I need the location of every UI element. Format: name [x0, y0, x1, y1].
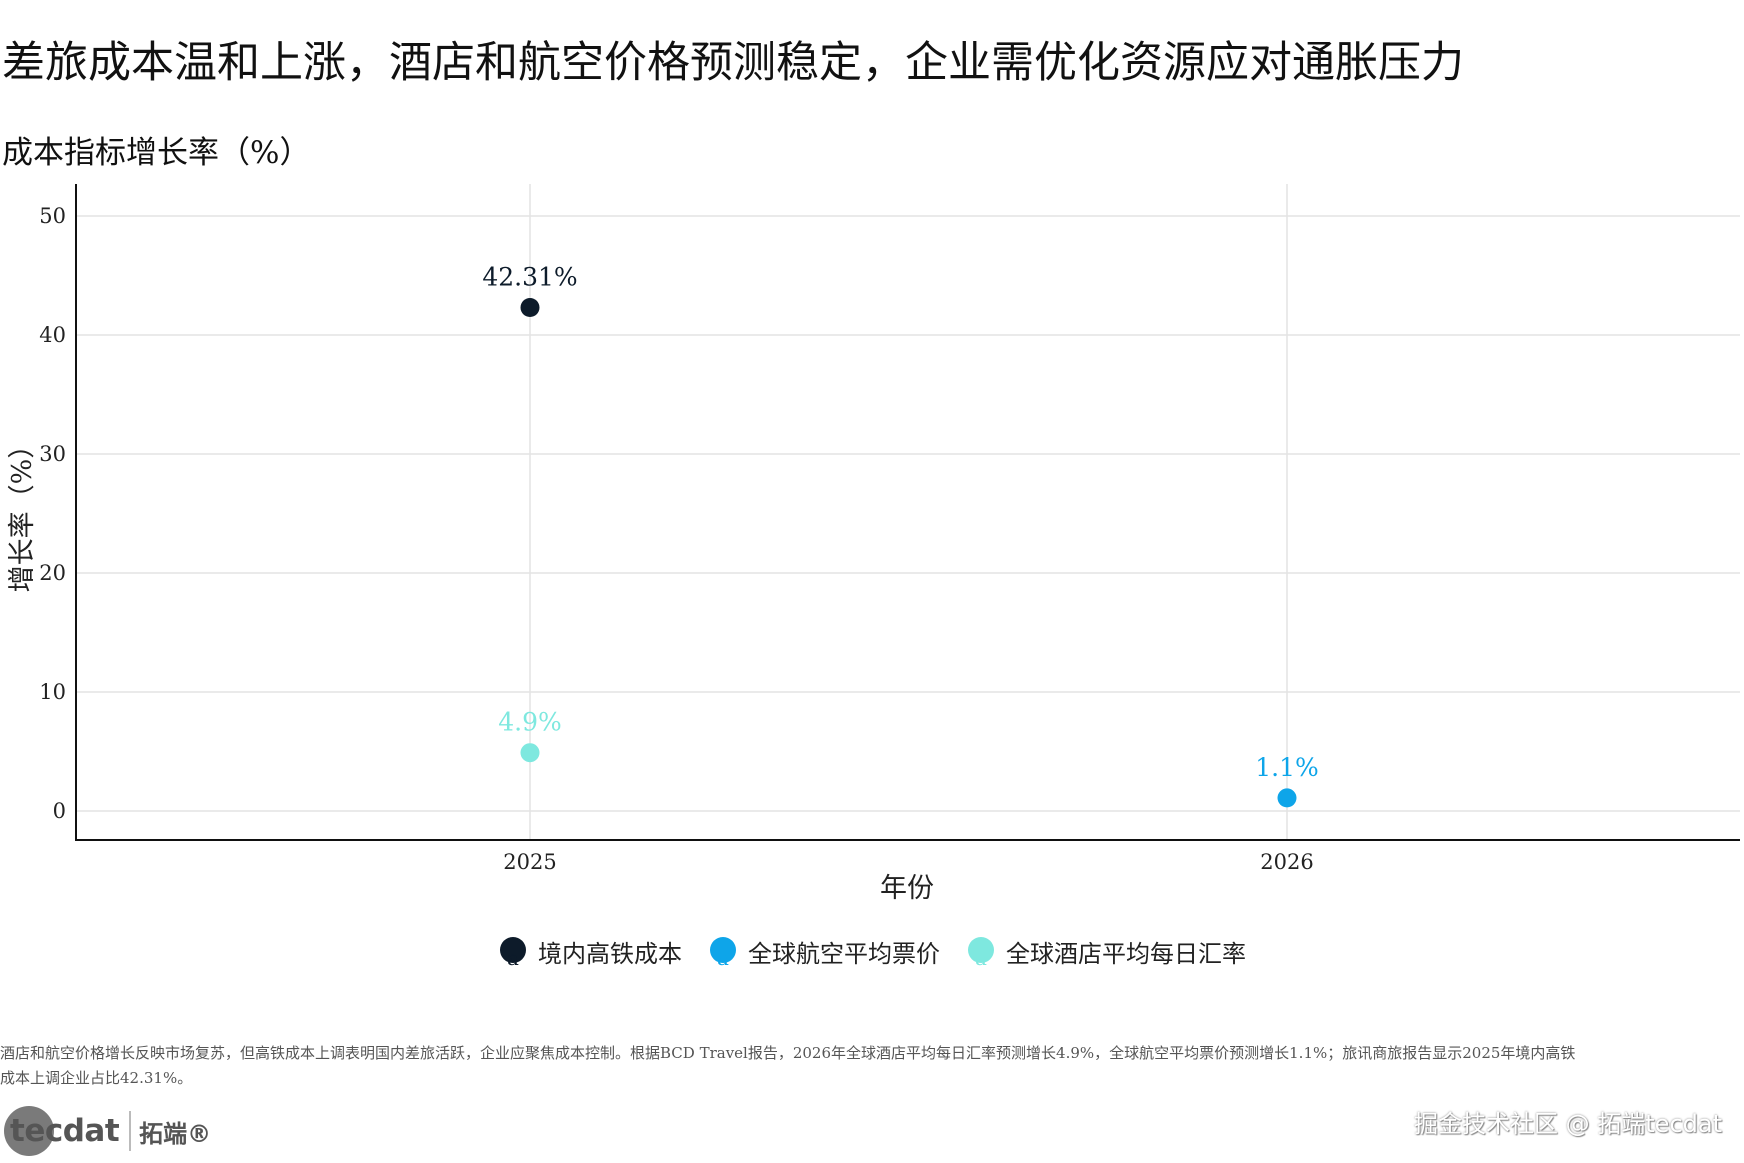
y-tick-label: 40 [39, 323, 66, 347]
x-axis-title: 年份 [880, 873, 934, 904]
x-tick-label: 2026 [1260, 850, 1313, 874]
logo-chinese-name: 拓端® [139, 1119, 212, 1148]
data-points: 42.31% 1.1% 4.9% [482, 263, 1319, 808]
y-tick-labels: 0 10 20 30 40 50 [39, 204, 66, 823]
legend-glyph: a [975, 945, 987, 970]
legend-key: a [966, 935, 996, 969]
legend-item: a 全球酒店平均每日汇率 [966, 934, 1246, 969]
y-tick-label: 10 [39, 680, 66, 704]
data-point [520, 743, 540, 763]
legend-glyph: a [507, 945, 519, 970]
y-tick-label: 20 [39, 561, 66, 585]
legend-dot-icon [968, 936, 994, 963]
watermark: 掘金技术社区 @ 拓端tecdat [1414, 1110, 1722, 1138]
logo-circle [4, 1106, 54, 1156]
y-tick-label: 30 [39, 442, 66, 466]
gridlines [76, 184, 1740, 840]
logo-wordmark: tecdat [10, 1113, 120, 1149]
data-label: 1.1% [1255, 753, 1319, 782]
legend-item: a 全球航空平均票价 [708, 934, 940, 969]
legend-glyph: a [717, 945, 729, 970]
legend-dot-icon [710, 936, 736, 963]
legend-key: a [708, 935, 738, 969]
footnote: 酒店和航空价格增长反映市场复苏，但高铁成本上调表明国内差旅活跃，企业应聚焦成本控… [0, 1044, 1576, 1087]
y-tick-label: 0 [53, 799, 66, 823]
x-tick-labels: 2025 2026 [503, 850, 1313, 874]
axes [75, 184, 1740, 841]
data-label: 4.9% [498, 708, 562, 737]
legend-label: 全球酒店平均每日汇率 [1006, 940, 1246, 968]
chart-subtitle: 成本指标增长率（%） [2, 135, 311, 171]
y-axis-title: 增长率（%） [7, 432, 38, 593]
x-tick-label: 2025 [503, 850, 556, 874]
data-label: 42.31% [482, 263, 577, 292]
tecdat-logo: tecdat 拓端® [4, 1106, 211, 1156]
scatter-chart: 0 10 20 30 40 50 2025 2026 年份 增长率（%） 42.31% 1.1… [7, 184, 1740, 904]
y-tick-label: 50 [39, 204, 66, 228]
data-point [520, 298, 540, 318]
logo-divider [129, 1111, 132, 1151]
legend-item: a 境内高铁成本 [498, 934, 682, 969]
legend-key: a [498, 935, 528, 969]
data-point [1277, 788, 1297, 808]
legend-label: 全球航空平均票价 [748, 940, 940, 968]
legend-label: 境内高铁成本 [538, 940, 682, 968]
legend-dot-icon [500, 936, 526, 963]
legend: a 境内高铁成本 a 全球航空平均票价 a 全球酒店平均每日汇率 [0, 934, 1744, 969]
chart-title: 差旅成本温和上涨，酒店和航空价格预测稳定，企业需优化资源应对通胀压力 [2, 38, 1464, 88]
